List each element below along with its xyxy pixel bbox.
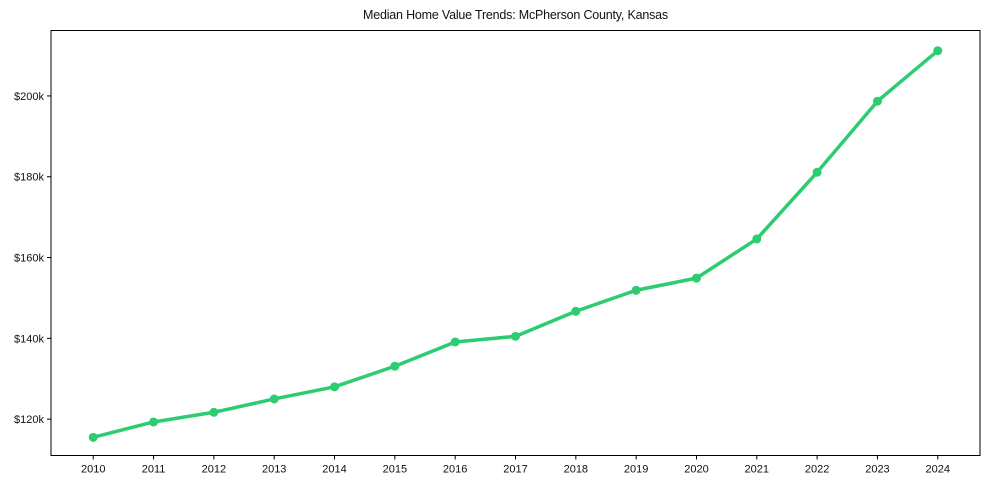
data-points	[88, 46, 943, 442]
data-point-marker	[390, 361, 400, 371]
data-point-marker	[571, 306, 581, 316]
x-tick-label: 2011	[142, 464, 166, 476]
data-point-marker	[269, 394, 279, 404]
data-point-marker	[149, 417, 159, 427]
x-tick-label: 2021	[745, 464, 769, 476]
y-tick-label: $140k	[14, 333, 44, 345]
x-axis: 2010 2011 2012 2013 2014 2015 2016 2017 2018 2019…	[81, 455, 950, 476]
data-point-marker	[631, 285, 641, 295]
x-tick-label: 2024	[926, 464, 950, 476]
x-tick-label: 2013	[262, 464, 286, 476]
x-tick-label: 2016	[443, 464, 467, 476]
data-point-marker	[933, 46, 943, 56]
data-point-marker	[691, 273, 701, 283]
y-tick-label: $180k	[14, 172, 44, 184]
y-tick-label: $200k	[14, 91, 44, 103]
median-value-line	[91, 48, 940, 440]
x-tick-label: 2010	[81, 464, 105, 476]
data-point-marker	[752, 234, 762, 244]
x-tick-label: 2018	[564, 464, 588, 476]
data-point-marker	[812, 167, 822, 177]
data-point-marker	[209, 407, 219, 417]
x-tick-label: 2020	[684, 464, 708, 476]
plot-frame	[50, 30, 981, 456]
x-tick-label: 2012	[202, 464, 226, 476]
x-tick-label: 2017	[503, 464, 527, 476]
y-tick-label: $160k	[14, 253, 44, 265]
data-point-marker	[88, 432, 98, 442]
x-tick-label: 2015	[383, 464, 407, 476]
chart-title: Median Home Value Trends: McPherson Coun…	[363, 8, 668, 22]
data-point-marker	[450, 337, 460, 347]
data-point-marker	[872, 96, 882, 106]
x-tick-label: 2023	[865, 464, 889, 476]
y-axis: $120k $140k $160k $180k $200k	[14, 91, 51, 426]
x-tick-label: 2022	[805, 464, 829, 476]
data-point-marker	[330, 382, 340, 392]
y-tick-label: $120k	[14, 414, 44, 426]
x-tick-label: 2019	[624, 464, 648, 476]
x-tick-label: 2014	[322, 464, 346, 476]
data-point-marker	[511, 331, 520, 341]
